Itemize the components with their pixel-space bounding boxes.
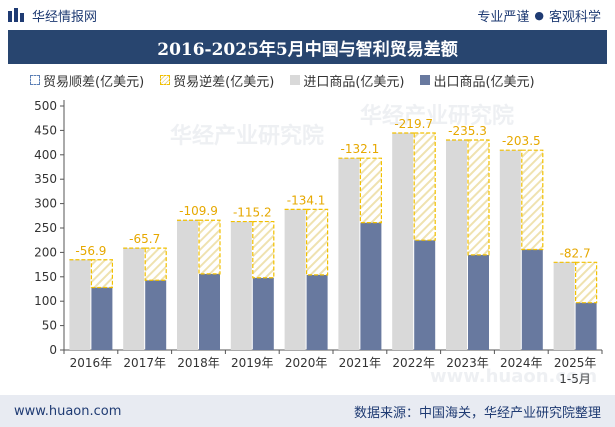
bar-deficit bbox=[467, 139, 490, 256]
x-tick-label: 2021年 bbox=[339, 356, 382, 370]
bar-import bbox=[446, 140, 467, 350]
bar-import bbox=[499, 150, 521, 350]
y-tick-label: 450 bbox=[34, 123, 57, 137]
bar-import bbox=[392, 132, 414, 350]
y-tick-label: 350 bbox=[34, 172, 57, 186]
bar-export bbox=[360, 222, 382, 350]
bar-deficit bbox=[90, 259, 114, 289]
deficit-data-label: -132.1 bbox=[341, 142, 380, 156]
y-tick-label: 250 bbox=[34, 221, 57, 235]
bar-import bbox=[69, 259, 91, 350]
legend-swatch-surplus bbox=[30, 75, 40, 85]
bar-deficit bbox=[306, 208, 329, 276]
deficit-data-label: -65.7 bbox=[129, 232, 160, 246]
slogan-left: 专业严谨 bbox=[477, 9, 530, 25]
bar-deficit bbox=[252, 220, 275, 279]
legend-item-deficit[interactable]: 贸易逆差(亿美元) bbox=[160, 71, 274, 90]
x-tick-label: 2019年 bbox=[231, 356, 274, 370]
y-tick-label: 0 bbox=[49, 343, 57, 357]
legend-label-export: 出口商品(亿美元) bbox=[433, 74, 535, 90]
y-tick-label: 400 bbox=[34, 148, 57, 162]
brand-name: 华经情报网 bbox=[32, 9, 98, 25]
bar-export bbox=[468, 254, 489, 350]
x-tick-label: 2023年 bbox=[446, 356, 489, 370]
deficit-data-label: -203.5 bbox=[502, 134, 541, 148]
bar-deficit bbox=[574, 261, 598, 304]
y-tick-label: 300 bbox=[34, 197, 57, 211]
legend-swatch-export bbox=[420, 75, 431, 85]
bar-export bbox=[521, 249, 543, 350]
legend-label-surplus: 贸易顺差(亿美元) bbox=[43, 74, 145, 90]
bar-import bbox=[230, 221, 252, 350]
bar-deficit bbox=[359, 157, 382, 224]
bar-export bbox=[199, 273, 220, 350]
legend-label-import: 进口商品(亿美元) bbox=[303, 74, 405, 90]
footer-website[interactable]: www.huaon.com bbox=[14, 403, 122, 419]
y-tick-label: 100 bbox=[34, 294, 57, 308]
chart-title-bar: 2016-2025年5月中国与智利贸易差额 bbox=[8, 30, 607, 64]
chart-title: 2016-2025年5月中国与智利贸易差额 bbox=[157, 39, 458, 60]
chart-plot: 0 50 100 150 200 250 300 350 400 450 500 -56.9 2016年… bbox=[34, 99, 603, 386]
x-tick-label: 2022年 bbox=[392, 356, 435, 370]
deficit-data-label: -219.7 bbox=[394, 117, 433, 131]
legend-item-import[interactable]: 进口商品(亿美元) bbox=[290, 71, 404, 90]
x-tick-label: 2016年 bbox=[70, 356, 113, 370]
x-tick-label: 2024年 bbox=[500, 356, 543, 370]
legend-swatch-import bbox=[290, 75, 301, 85]
deficit-data-label: -109.9 bbox=[179, 204, 218, 218]
footer-source: 数据来源：中国海关，华经产业研究院整理 bbox=[353, 405, 601, 421]
bar-import bbox=[123, 248, 145, 350]
bar-deficit bbox=[413, 132, 436, 241]
chart-legend: 贸易顺差(亿美元) 贸易逆差(亿美元) 进口商品(亿美元) 出口商品(亿美元) bbox=[30, 70, 590, 90]
top-bar: 华经情报网 专业严谨 ● 客观科学 bbox=[0, 0, 615, 30]
slogan: 专业严谨 ● 客观科学 bbox=[477, 6, 601, 25]
x-tick-label: 2018年 bbox=[177, 356, 220, 370]
deficit-data-label: -235.3 bbox=[448, 124, 487, 138]
bar-export bbox=[91, 287, 113, 350]
bar-import bbox=[553, 262, 575, 350]
brand[interactable]: 华经情报网 bbox=[8, 6, 97, 25]
bar-export bbox=[252, 277, 274, 350]
legend-item-surplus[interactable]: 贸易顺差(亿美元) bbox=[30, 71, 144, 90]
y-tick-label: 150 bbox=[34, 270, 57, 284]
bar-import bbox=[338, 158, 360, 350]
deficit-data-label: -115.2 bbox=[233, 206, 272, 220]
deficit-data-label: -134.1 bbox=[287, 193, 326, 207]
deficit-data-label: -82.7 bbox=[560, 246, 591, 260]
bar-import bbox=[177, 220, 198, 350]
y-tick-label: 500 bbox=[34, 99, 57, 113]
bar-export bbox=[575, 302, 597, 350]
bar-export bbox=[306, 274, 328, 350]
bar-export bbox=[414, 240, 436, 350]
bar-export bbox=[145, 280, 167, 350]
legend-swatch-deficit bbox=[160, 75, 171, 85]
slogan-right: 客观科学 bbox=[548, 9, 601, 25]
y-tick-label: 50 bbox=[42, 319, 57, 333]
x-tick-label-sub: 1-5月 bbox=[559, 372, 591, 386]
deficit-data-label: -56.9 bbox=[75, 244, 106, 258]
x-tick-label: 2025年 bbox=[554, 356, 597, 370]
x-tick-label: 2017年 bbox=[123, 356, 166, 370]
x-tick-label: 2020年 bbox=[285, 356, 328, 370]
bar-import bbox=[284, 209, 306, 350]
bar-deficit bbox=[198, 219, 221, 275]
legend-item-export[interactable]: 出口商品(亿美元) bbox=[420, 71, 535, 90]
y-tick-label: 200 bbox=[34, 245, 57, 259]
bar-deficit bbox=[521, 149, 544, 251]
bullet-icon: ● bbox=[534, 8, 544, 22]
bar-deficit bbox=[144, 247, 167, 281]
footer: www.huaon.com 数据来源：中国海关，华经产业研究院整理 bbox=[0, 395, 615, 427]
brand-logo-icon bbox=[8, 8, 24, 22]
legend-label-deficit: 贸易逆差(亿美元) bbox=[173, 74, 275, 90]
